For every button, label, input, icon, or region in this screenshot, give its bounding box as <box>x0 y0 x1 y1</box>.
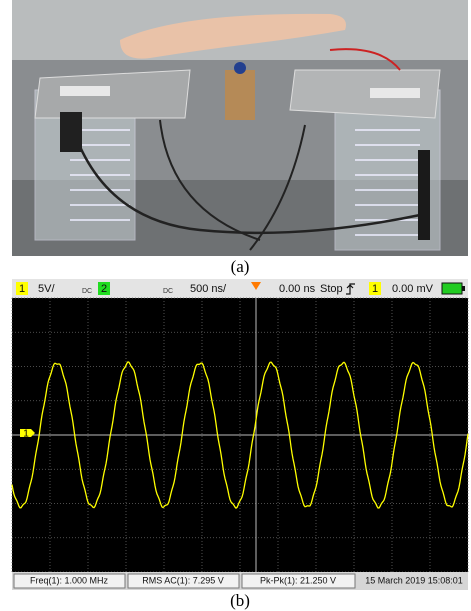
coupling: DC <box>82 288 92 295</box>
time-per-div: 500 ns/ <box>190 283 227 295</box>
photo <box>12 0 468 256</box>
measurement: RMS AC(1): 7.295 V <box>142 575 224 585</box>
measurement: Freq(1): 1.000 MHz <box>30 575 109 585</box>
measurement: Pk-Pk(1): 21.250 V <box>260 575 336 585</box>
caption: (b) <box>230 591 250 610</box>
channel-label: 2 <box>101 283 107 295</box>
figure: (a) 1 5V/ DC 2 DC 500 ns/ 0.00 ns Stop 1… <box>0 0 471 611</box>
delay: 0.00 ns <box>279 283 316 295</box>
trigger-level: 0.00 mV <box>392 283 434 295</box>
timestamp: 15 March 2019 15:08:01 <box>365 575 463 585</box>
channel-marker-label: 1 <box>23 429 29 440</box>
volts-per-div: 5V/ <box>38 283 55 295</box>
caption: (a) <box>231 257 250 276</box>
coupling: DC <box>163 288 173 295</box>
oscilloscope: 1 5V/ DC 2 DC 500 ns/ 0.00 ns Stop 1 0.0… <box>12 279 468 590</box>
channel-label: 1 <box>19 283 25 295</box>
run-state: Stop <box>320 283 343 295</box>
battery <box>442 283 462 294</box>
battery <box>462 286 465 291</box>
channel-label: 1 <box>372 283 378 295</box>
